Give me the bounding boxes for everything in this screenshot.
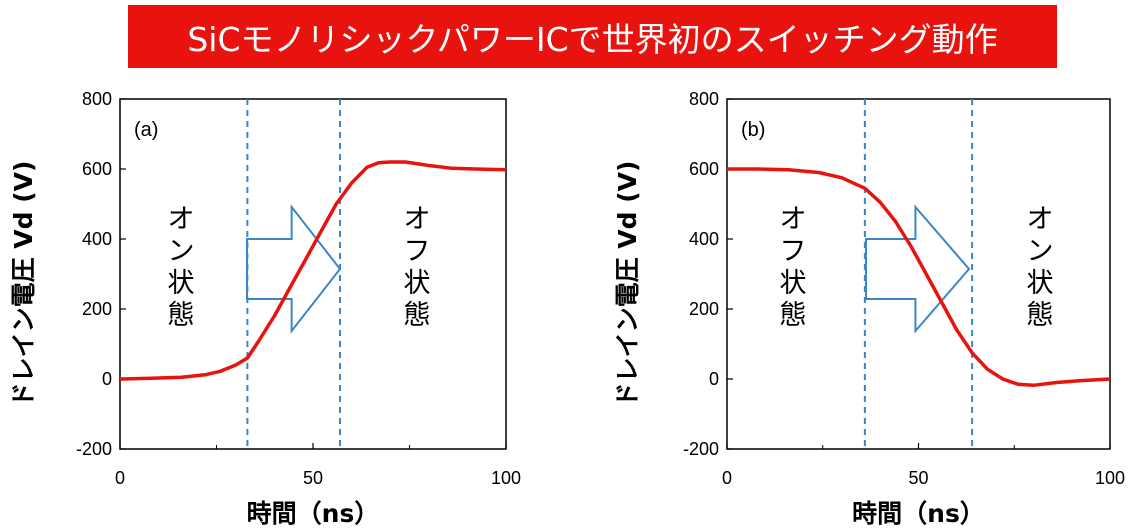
chart-panel-b: オフ状態 オン状態 xyxy=(726,98,1111,450)
y-axis-title: ドレイン電圧 Vd (V) xyxy=(613,161,642,408)
x-tick-label: 50 xyxy=(908,468,928,488)
x-tick-label: 0 xyxy=(115,468,125,488)
x-tick-label: 100 xyxy=(491,468,521,488)
y-axis-title: ドレイン電圧 Vd (V) xyxy=(9,161,38,408)
y-tick-label: -200 xyxy=(76,439,112,459)
y-tick-label: 800 xyxy=(82,89,112,109)
x-tick-label: 0 xyxy=(722,468,732,488)
x-tick-label: 50 xyxy=(303,468,323,488)
y-tick-label: 800 xyxy=(689,89,719,109)
y-tick-label: -200 xyxy=(683,439,719,459)
drain-voltage-curve xyxy=(119,160,507,381)
y-tick-label: 200 xyxy=(689,299,719,319)
x-tick-label: 100 xyxy=(1095,468,1125,488)
title-banner: SiCモノリシックパワーICで世界初のスイッチング動作 xyxy=(128,5,1057,68)
transition-arrow-icon xyxy=(246,204,342,334)
y-tick-label: 600 xyxy=(82,159,112,179)
y-tick-label: 400 xyxy=(82,229,112,249)
state-label-right: オン状態 xyxy=(1027,204,1054,331)
x-axis-title: 時間（ns） xyxy=(852,499,985,528)
page-title: SiCモノリシックパワーICで世界初のスイッチング動作 xyxy=(187,19,998,59)
state-label-left: オフ状態 xyxy=(780,204,807,331)
transition-arrow-icon xyxy=(865,204,971,334)
y-tick-label: 600 xyxy=(689,159,719,179)
panel-label: (b) xyxy=(741,119,765,141)
y-tick-label: 0 xyxy=(709,369,719,389)
chart-panel-a: オン状態 オフ状態 xyxy=(119,98,507,450)
drain-voltage-curve xyxy=(727,167,1111,388)
panel-label: (a) xyxy=(134,119,158,141)
y-tick-label: 0 xyxy=(102,369,112,389)
y-tick-label: 200 xyxy=(82,299,112,319)
state-label-left: オン状態 xyxy=(168,204,195,331)
x-axis-title: 時間（ns） xyxy=(247,499,380,528)
y-tick-label: 400 xyxy=(689,229,719,249)
state-label-right: オフ状態 xyxy=(404,204,431,331)
